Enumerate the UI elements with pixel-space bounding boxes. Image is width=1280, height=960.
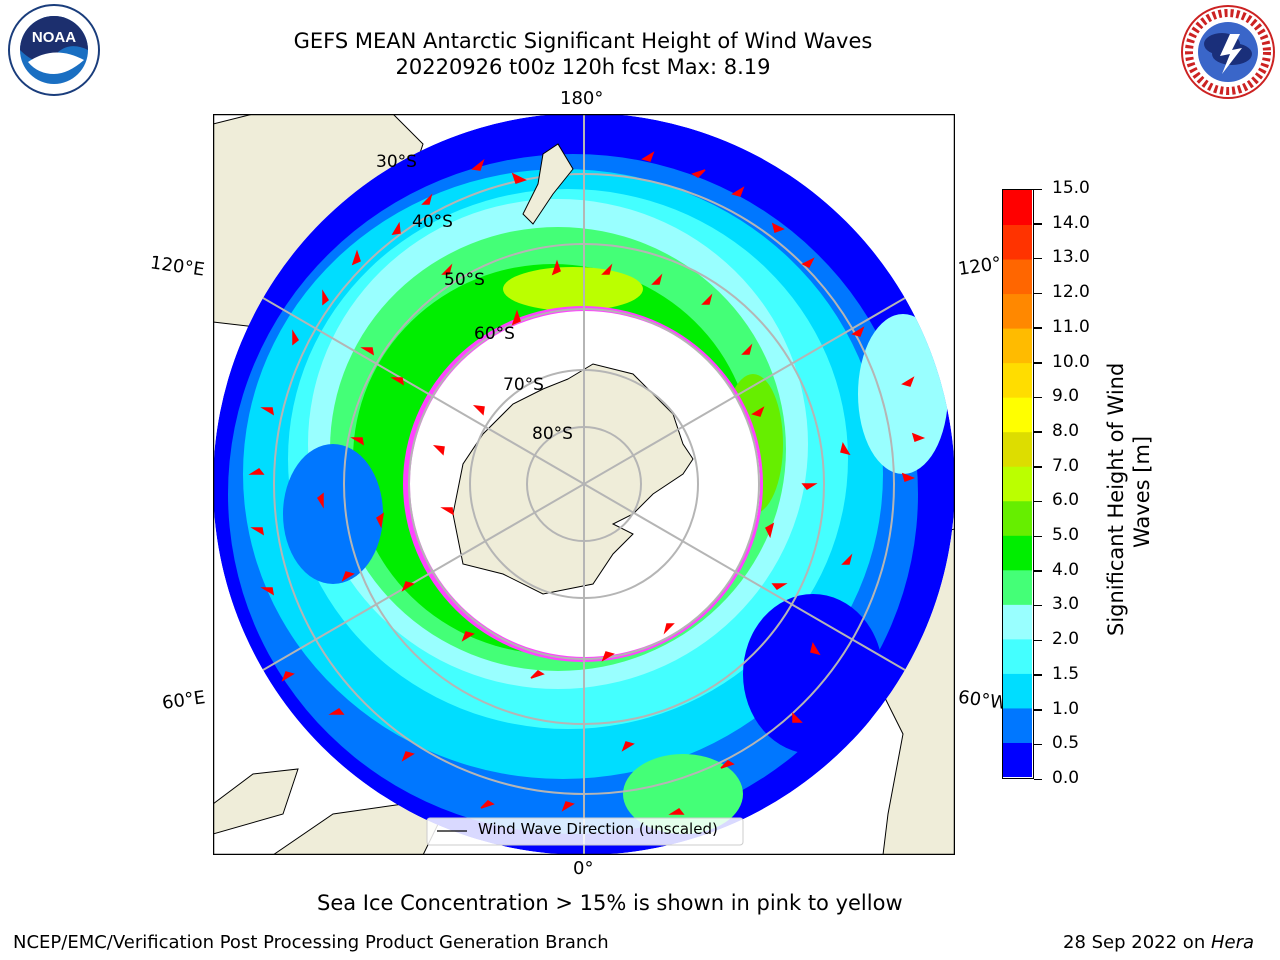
colorbar-tick-label: 12.0 xyxy=(1052,282,1090,303)
colorbar-segment xyxy=(1003,328,1032,364)
colorbar-tick-mark xyxy=(1034,535,1042,538)
colorbar-label-line1: Significant Height of Wind xyxy=(1104,362,1128,636)
colorbar-tick-label: 2.0 xyxy=(1052,629,1080,650)
colorbar-tick-mark xyxy=(1034,327,1042,329)
colorbar-tick-mark xyxy=(1034,257,1042,260)
colorbar-tick-mark xyxy=(1034,396,1042,399)
colorbar-tick-label: 5.0 xyxy=(1052,525,1080,546)
colorbar-tick-mark xyxy=(1034,362,1042,364)
lon-label-180: 180° xyxy=(560,88,604,109)
colorbar-tick-label: 6.0 xyxy=(1052,490,1080,511)
colorbar-tick-label: 10.0 xyxy=(1052,351,1090,372)
colorbar-segment xyxy=(1003,707,1032,743)
colorbar-segment xyxy=(1003,466,1032,502)
chart-title: GEFS MEAN Antarctic Significant Height o… xyxy=(293,29,873,53)
wave-direction-arrows xyxy=(248,151,926,815)
colorbar-tick-label: 3.0 xyxy=(1052,594,1080,615)
new-zealand-land xyxy=(522,143,574,225)
colorbar-segment xyxy=(1003,500,1032,536)
footer-right: 28 Sep 2022 on Hera xyxy=(1063,932,1254,953)
lon-label-120w: 120° xyxy=(956,253,1003,280)
lat-label-40s: 40°S xyxy=(412,212,453,232)
lat-label-30s: 30°S xyxy=(376,152,417,172)
lat-label-70s: 70°S xyxy=(503,375,544,395)
colorbar-segment xyxy=(1003,293,1032,329)
colorbar-tick-mark xyxy=(1034,639,1042,642)
colorbar-segment xyxy=(1003,224,1032,260)
colorbar-label-line2: Waves [m] xyxy=(1130,435,1154,548)
colorbar-segment xyxy=(1003,362,1032,398)
colorbar-tick-label: 11.0 xyxy=(1052,316,1090,337)
lat-label-60s: 60°S xyxy=(474,324,515,344)
footer-date: 28 Sep 2022 on xyxy=(1063,932,1211,953)
map-panel: Wind Wave Direction (unscaled) xyxy=(212,113,956,856)
noaa-logo-text: NOAA xyxy=(32,29,76,46)
lat-label-50s: 50°S xyxy=(444,270,485,290)
colorbar-tick-mark xyxy=(1034,292,1042,295)
map-legend xyxy=(426,817,744,846)
footer-left: NCEP/EMC/Verification Post Processing Pr… xyxy=(13,932,609,953)
colorbar-tick-label: 1.0 xyxy=(1052,698,1080,719)
colorbar-tick-label: 13.0 xyxy=(1052,247,1090,268)
colorbar-tick-label: 9.0 xyxy=(1052,386,1080,407)
colorbar-tick-mark xyxy=(1034,604,1042,607)
colorbar-tick-label: 15.0 xyxy=(1052,178,1090,198)
colorbar-tick-mark xyxy=(1034,223,1042,225)
colorbar-segment xyxy=(1003,535,1032,571)
colorbar-tick-label: 7.0 xyxy=(1052,455,1080,476)
colorbar-tick-mark xyxy=(1034,709,1042,711)
nws-logo xyxy=(1180,4,1276,100)
madagascar-land xyxy=(213,768,299,835)
colorbar-tick-mark xyxy=(1034,500,1042,503)
colorbar-tick-mark xyxy=(1034,466,1042,468)
polar-map xyxy=(212,113,956,856)
colorbar-tick-mark xyxy=(1034,188,1042,190)
noaa-logo: NOAA xyxy=(8,4,100,96)
colorbar-tick-label: 4.0 xyxy=(1052,559,1080,580)
colorbar-segment xyxy=(1003,259,1032,295)
lat-label-80s: 80°S xyxy=(532,424,573,444)
sea-ice-note: Sea Ice Concentration > 15% is shown in … xyxy=(317,891,903,915)
colorbar-segment xyxy=(1003,190,1032,226)
colorbar-tick-mark xyxy=(1034,570,1042,572)
lon-label-120e: 120°E xyxy=(148,252,206,281)
colorbar xyxy=(1002,189,1034,779)
colorbar-tick-mark xyxy=(1034,743,1042,746)
colorbar-segment xyxy=(1003,673,1032,709)
colorbar-tick-mark xyxy=(1034,674,1042,676)
footer-host: Hera xyxy=(1210,932,1254,953)
lon-label-0: 0° xyxy=(573,858,594,879)
colorbar-tick-mark xyxy=(1034,431,1042,433)
colorbar-segment xyxy=(1003,431,1032,467)
colorbar-segment xyxy=(1003,604,1032,640)
colorbar-tick-label: 1.5 xyxy=(1052,663,1080,684)
colorbar-tick-label: 0.0 xyxy=(1052,768,1080,788)
lon-label-60e: 60°E xyxy=(160,687,207,714)
colorbar-segment xyxy=(1003,742,1032,777)
colorbar-segment xyxy=(1003,569,1032,605)
colorbar-tick-mark xyxy=(1034,778,1042,780)
colorbar-segment xyxy=(1003,397,1032,433)
colorbar-tick-label: 14.0 xyxy=(1052,212,1090,233)
colorbar-tick-label: 8.0 xyxy=(1052,420,1080,441)
chart-subtitle: 20220926 t00z 120h fcst Max: 8.19 xyxy=(395,55,771,79)
colorbar-segment xyxy=(1003,638,1032,674)
map-legend-label: Wind Wave Direction (unscaled) xyxy=(478,820,718,838)
colorbar-tick-label: 0.5 xyxy=(1052,733,1080,754)
